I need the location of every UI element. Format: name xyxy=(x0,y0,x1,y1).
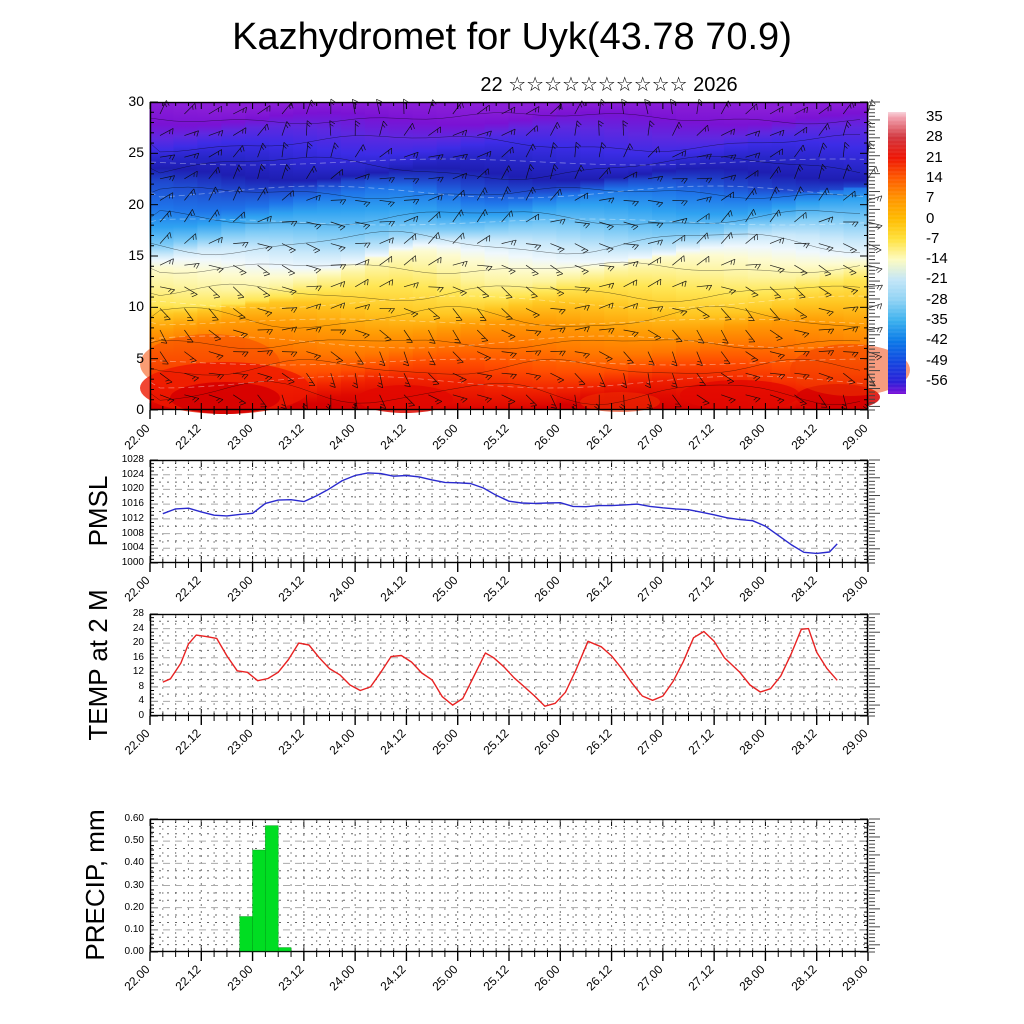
colorbar-tick-label: 28 xyxy=(926,128,943,146)
colorbar-tick-label: -28 xyxy=(926,290,948,308)
colorbar-gradient xyxy=(888,112,906,394)
y-tick-label-cross-section: 15 xyxy=(128,247,144,263)
y-tick-label-temp: 16 xyxy=(132,651,144,663)
pmsl-panel xyxy=(149,459,880,572)
y-tick-label-temp: 20 xyxy=(132,637,144,649)
temp-line xyxy=(162,627,838,707)
precip-bar xyxy=(239,916,253,952)
colorbar-tick-label: -7 xyxy=(926,229,940,247)
y-tick-label-cross-section: 5 xyxy=(136,349,144,366)
y-tick-label-precip: 0.40 xyxy=(124,857,144,869)
y-tick-label-temp: 28 xyxy=(132,608,144,619)
y-tick-label-pmsl: 1000 xyxy=(121,557,144,568)
colorbar-tick-label: -42 xyxy=(926,331,948,349)
precip-bar xyxy=(277,947,292,952)
y-tick-label-cross-section: 0 xyxy=(136,401,144,417)
y-tick-label-precip: 0.00 xyxy=(124,946,144,957)
y-tick-label-precip: 0.30 xyxy=(124,879,144,891)
colorbar-tick-label: 14 xyxy=(926,168,943,186)
y-tick-label-cross-section: 10 xyxy=(128,298,144,315)
y-tick-label-pmsl: 1008 xyxy=(121,527,144,539)
y-tick-label-temp: 24 xyxy=(132,622,144,634)
colorbar-tick-label: 35 xyxy=(926,108,943,125)
colorbar-tick-label: 0 xyxy=(926,209,935,227)
colorbar-tick-label: -14 xyxy=(926,250,948,268)
colorbar-tick-label: -49 xyxy=(926,351,948,369)
y-tick-label-pmsl: 1012 xyxy=(121,512,144,524)
frame xyxy=(149,101,869,411)
y-tick-label-temp: 0 xyxy=(138,710,144,721)
y-tick-label-pmsl: 1004 xyxy=(121,542,144,554)
grid xyxy=(151,820,867,951)
colorbar-tick-label: -21 xyxy=(926,270,948,288)
y-tick-label-pmsl: 1016 xyxy=(121,498,144,510)
temp-axis-title: TEMP at 2 M xyxy=(83,589,113,741)
white-streaks xyxy=(149,158,865,389)
colorbar-tick-label: -35 xyxy=(926,311,948,328)
pmsl-line xyxy=(162,472,838,555)
precip-bars xyxy=(239,825,292,952)
y-tick-label-pmsl: 1024 xyxy=(121,468,144,480)
y-tick-label-precip: 0.20 xyxy=(124,901,144,913)
colorbar-tick-label: -56 xyxy=(926,371,948,389)
frame xyxy=(149,613,869,717)
y-tick-label-pmsl: 1020 xyxy=(121,483,144,495)
precip-panel xyxy=(149,818,880,961)
y-tick-label-cross-section: 20 xyxy=(128,195,144,212)
precip-bar xyxy=(252,849,266,952)
axis-ticks xyxy=(149,101,869,419)
y-tick-label-pmsl: 1028 xyxy=(121,454,144,465)
frame xyxy=(149,818,869,953)
right-ruler xyxy=(869,459,880,564)
grid xyxy=(151,461,867,562)
cross-section-panel xyxy=(140,98,910,419)
grid xyxy=(151,615,867,715)
right-ruler xyxy=(869,818,880,953)
colorbar-tick-label: 7 xyxy=(926,189,935,207)
y-tick-label-cross-section: 30 xyxy=(128,93,144,109)
date-line: 22 ☆☆☆☆☆☆☆☆☆☆ 2026 xyxy=(480,74,738,96)
right-ruler xyxy=(869,613,880,717)
y-tick-label-precip: 0.60 xyxy=(124,813,144,824)
precip-bar xyxy=(265,825,279,952)
colorbar-tick-label: 21 xyxy=(926,148,943,166)
right-ruler xyxy=(869,101,880,411)
y-tick-label-temp: 8 xyxy=(138,680,144,692)
y-tick-label-cross-section: 25 xyxy=(128,144,144,161)
y-tick-label-temp: 4 xyxy=(138,695,144,707)
y-tick-label-precip: 0.10 xyxy=(124,923,144,935)
temp-panel xyxy=(149,613,880,725)
contour-fill xyxy=(149,102,869,410)
colorbar-banding xyxy=(888,115,906,393)
colorbar xyxy=(888,112,906,394)
page-title: Kazhydromet for Uyk(43.78 70.9) xyxy=(232,16,792,58)
y-tick-label-temp: 12 xyxy=(132,666,144,678)
y-tick-label-precip: 0.50 xyxy=(124,835,144,847)
frame xyxy=(149,459,869,564)
